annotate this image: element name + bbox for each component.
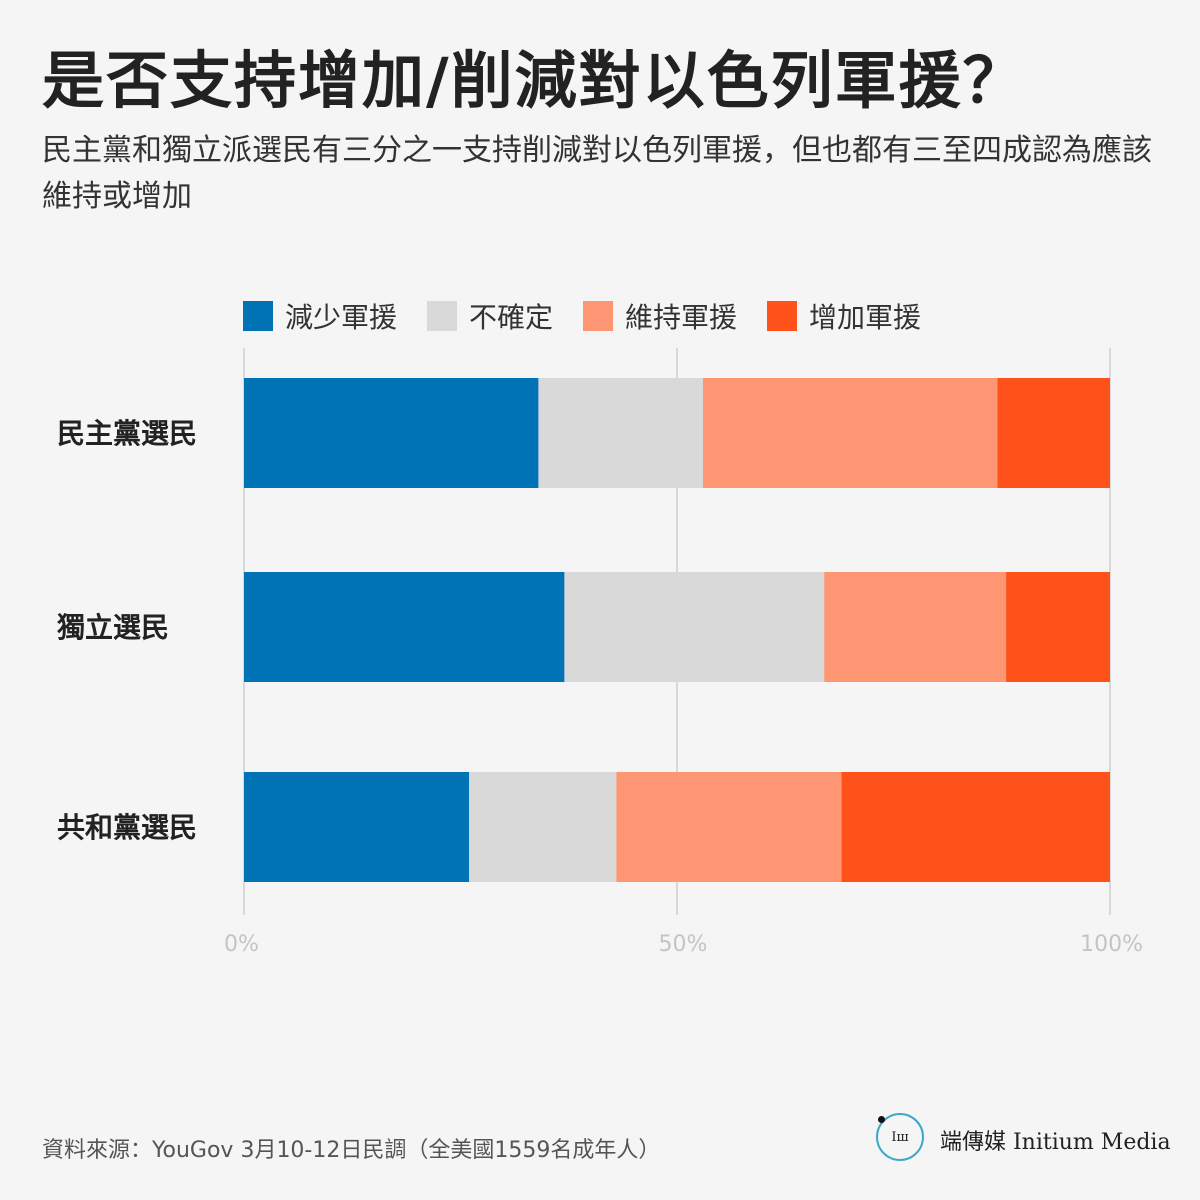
bar-segment (538, 378, 703, 488)
legend-swatch-reduce (243, 301, 273, 331)
legend-label-maintain: 維持軍援 (625, 301, 738, 334)
bar-segment (616, 772, 842, 882)
chart-title: 是否支持增加/削減對以色列軍援？ (42, 44, 1027, 117)
x-tick-label: 50% (659, 932, 708, 957)
bar-segment (997, 378, 1110, 488)
chart-legend: 減少軍援 不確定 維持軍援 增加軍援 (243, 296, 951, 336)
x-tick-label: 0% (224, 932, 259, 957)
bar-segment (244, 772, 470, 882)
brand-name: 端傳媒 Initium Media (940, 1130, 1171, 1155)
legend-swatch-unsure (427, 301, 458, 331)
category-label: 共和黨選民 (57, 811, 197, 844)
bar-segment (1006, 572, 1110, 682)
legend-label-unsure: 不確定 (469, 301, 554, 334)
legend-item-increase: 增加軍援 (767, 296, 921, 336)
bar-segment (564, 572, 825, 682)
logo-mark: Iш (891, 1129, 909, 1145)
category-label: 獨立選民 (57, 611, 169, 644)
source-note: 資料來源：YouGov 3月10-12日民調（全美國1559名成年人） (42, 1138, 661, 1163)
category-label: 民主黨選民 (57, 417, 197, 450)
bar-segment (841, 772, 1110, 882)
legend-label-reduce: 減少軍援 (285, 301, 398, 334)
chart-subtitle: 民主黨和獨立派選民有三分之一支持削減對以色列軍援，但也都有三至四成認為應該維持或… (42, 133, 1152, 214)
initium-logo-icon: Iш (876, 1113, 924, 1161)
legend-item-reduce: 減少軍援 (243, 296, 397, 336)
bar-segment (824, 572, 1007, 682)
legend-swatch-maintain (583, 301, 614, 331)
logo-dot-icon (878, 1116, 885, 1123)
legend-item-unsure: 不確定 (427, 296, 553, 336)
legend-item-maintain: 維持軍援 (583, 296, 737, 336)
bar-segment (244, 378, 539, 488)
legend-label-increase: 增加軍援 (809, 301, 922, 334)
bar-segment (469, 772, 617, 882)
bar-segment (244, 572, 565, 682)
bar-segment (702, 378, 998, 488)
legend-swatch-increase (767, 301, 798, 331)
x-tick-label: 100% (1080, 932, 1143, 957)
